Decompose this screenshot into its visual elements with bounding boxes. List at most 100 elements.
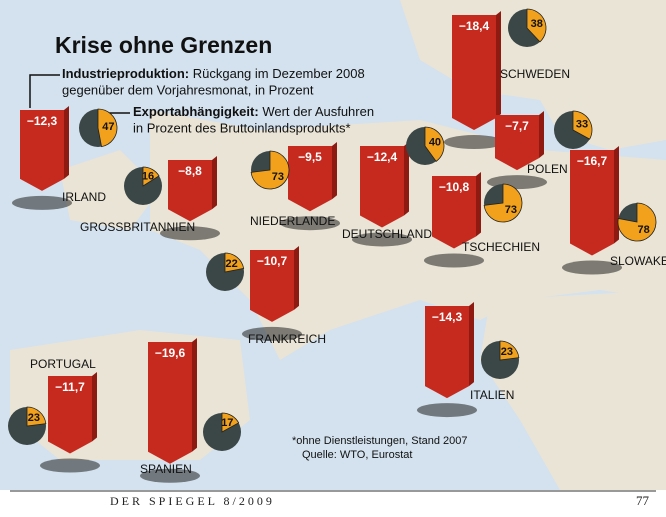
pie-label: 16	[142, 171, 154, 183]
country-label: IRLAND	[62, 190, 106, 204]
pie-slice	[483, 183, 523, 223]
legend-bracket	[29, 74, 60, 108]
pie-label: 78	[638, 224, 650, 236]
bar-side	[192, 338, 197, 452]
legend-label: Exportabhängigkeit:	[133, 104, 259, 119]
shadow	[12, 195, 72, 210]
bar-side	[539, 111, 544, 159]
land	[480, 290, 666, 490]
bar-side	[64, 106, 69, 179]
bar	[432, 176, 476, 249]
value-label: −10,8	[439, 180, 470, 194]
bar-side	[92, 372, 97, 442]
country-label: TSCHECHIEN	[462, 240, 540, 254]
bar	[495, 115, 539, 171]
country-label: SLOWAKEI	[610, 254, 666, 268]
country-label: GROSSBRITANNIEN	[80, 220, 195, 234]
pie-slice	[221, 412, 240, 433]
value-label: −12,3	[27, 114, 58, 128]
pie-slice	[424, 126, 445, 162]
country-label: ITALIEN	[470, 388, 514, 402]
legend-text: Wert der Ausfuhren	[262, 104, 374, 119]
pie-slice	[526, 8, 547, 43]
pie-label: 17	[221, 417, 233, 429]
value-label: −11,7	[55, 380, 85, 394]
legend-pie: Exportabhängigkeit: Wert der Ausfuhren	[133, 104, 374, 119]
value-label: −14,3	[432, 310, 463, 324]
shadow	[40, 458, 100, 473]
legend-text: in Prozent des Bruttoinlandsprodukts*	[133, 120, 351, 135]
value-label: −12,4	[367, 150, 398, 164]
page-number: 77	[636, 493, 650, 508]
bar-side	[476, 172, 481, 237]
bar	[20, 110, 64, 191]
footer-band	[0, 490, 666, 512]
bar	[48, 376, 92, 454]
value-label: −18,4	[459, 19, 490, 33]
legend-text: gegenüber dem Vorjahresmonat, in Prozent	[62, 82, 314, 97]
shadow	[242, 326, 302, 341]
bar	[360, 146, 404, 228]
country-label: NIEDERLANDE	[250, 214, 335, 228]
country-label: SPANIEN	[140, 462, 192, 476]
bar	[250, 250, 294, 322]
pie-slice	[224, 252, 245, 273]
pie-slice	[572, 110, 593, 140]
country-label: POLEN	[527, 162, 568, 176]
pie-label: 47	[102, 121, 114, 133]
bar	[452, 15, 496, 131]
legend-label: Industrieproduktion:	[62, 66, 189, 81]
source: Quelle: WTO, Eurostat	[302, 449, 412, 461]
pie-slice	[250, 150, 290, 190]
shadow	[444, 135, 504, 150]
legend-bar: Industrieproduktion: Rückgang im Dezembe…	[62, 66, 365, 81]
pie-slice	[97, 108, 118, 148]
pie-slice	[142, 166, 160, 187]
value-label: −7,7	[505, 119, 529, 133]
country-label: SCHWEDEN	[500, 67, 570, 81]
bar-side	[404, 142, 409, 216]
value-label: −16,7	[577, 154, 608, 168]
value-label: −9,5	[298, 150, 322, 164]
legend-text: Rückgang im Dezember 2008	[193, 66, 365, 81]
shadow	[160, 226, 220, 241]
bar	[570, 150, 614, 256]
shadow	[352, 232, 412, 247]
bar	[148, 342, 192, 464]
pie-label: 40	[429, 137, 441, 149]
bar-side	[212, 156, 217, 210]
pie-label: 73	[505, 204, 517, 216]
bar-side	[294, 246, 299, 310]
pie-label: 38	[531, 18, 543, 30]
bar-side	[614, 146, 619, 244]
value-label: −10,7	[257, 254, 288, 268]
pie-label: 73	[272, 171, 284, 183]
bar-side	[332, 142, 337, 200]
bar	[288, 146, 332, 212]
chart-title: Krise ohne Grenzen	[55, 32, 272, 58]
value-label: −8,8	[178, 164, 202, 178]
bar	[168, 160, 212, 222]
pie-slice	[499, 340, 520, 361]
pie-label: 23	[28, 412, 40, 424]
bar	[425, 306, 469, 399]
shadow	[140, 468, 200, 483]
bar-side	[496, 11, 501, 119]
country-label: PORTUGAL	[30, 357, 96, 371]
pie-label: 23	[501, 346, 513, 358]
pie-label: 33	[576, 119, 588, 131]
shadow	[280, 216, 340, 231]
value-label: −19,6	[155, 346, 186, 360]
footer: DER SPIEGEL 8/2009	[110, 494, 275, 508]
pie-label: 22	[226, 258, 238, 270]
shadow	[424, 253, 484, 268]
bar-side	[469, 302, 474, 387]
footnote: *ohne Dienstleistungen, Stand 2007	[292, 435, 468, 447]
shadow	[562, 260, 622, 275]
shadow	[417, 403, 477, 418]
country-label: DEUTSCHLAND	[342, 227, 432, 241]
pie-slice	[26, 406, 47, 427]
country-label: FRANKREICH	[248, 332, 326, 346]
pie-slice	[617, 202, 657, 242]
